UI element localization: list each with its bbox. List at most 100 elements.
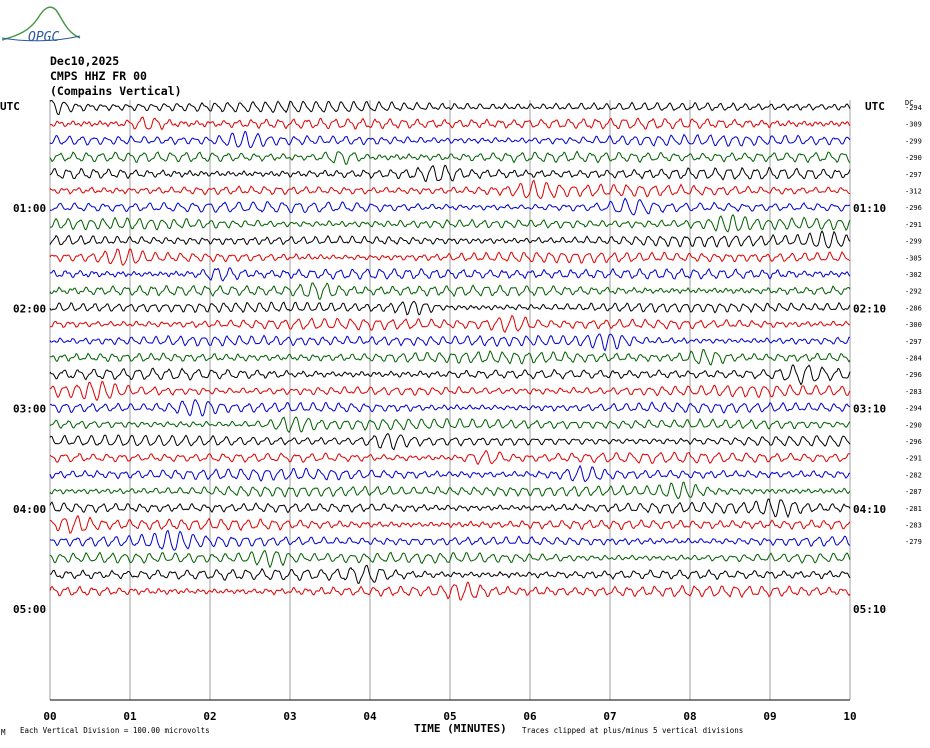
trace-row-28 [49,564,851,584]
x-tick-label: 08 [683,710,696,723]
x-tick-label: 05 [443,710,456,723]
trace-row-26 [49,529,851,551]
trace-row-13 [49,314,850,334]
right-hour-label: 05:10 [853,603,886,616]
dc-offset-label: -284 [905,355,922,363]
footer-clip-note: Traces clipped at plus/minus 5 vertical … [522,726,743,735]
right-axis-title: UTC [865,100,885,113]
trace-row-4 [49,164,851,183]
dc-offset-label: -283 [905,522,922,530]
dc-offset-label: -287 [905,488,922,496]
footer-small-mark: M [1,728,6,737]
dc-offset-label: -296 [905,371,922,379]
trace-row-12 [49,300,851,316]
trace-row-6 [49,197,851,216]
trace-row-7 [49,213,851,233]
trace-row-14 [49,333,851,352]
dc-offset-label: -279 [905,538,922,546]
grid-lines [49,100,851,701]
dc-offset-label: -296 [905,204,922,212]
header-description: (Compains Vertical) [50,84,182,98]
trace-row-11 [49,282,851,300]
dc-offset-label: -297 [905,171,922,179]
dc-offset-label: -286 [905,304,922,312]
trace-row-21 [49,449,851,466]
x-tick-label: 07 [603,710,616,723]
dc-offset-label: -290 [905,421,922,429]
left-axis-title: UTC [0,100,20,113]
right-hour-label: 03:10 [853,403,886,416]
dc-offset-label: -309 [905,121,922,129]
dc-offset-label: -281 [905,505,922,513]
trace-row-2 [49,130,851,149]
trace-row-1 [49,116,851,131]
x-tick-label: 02 [203,710,216,723]
trace-row-8 [49,230,851,249]
dc-offset-label: -312 [905,188,922,196]
trace-row-15 [49,349,851,366]
trace-row-3 [49,150,851,166]
dc-offset-label: -299 [905,238,922,246]
dc-offset-label: -292 [905,288,922,296]
left-hour-label: 03:00 [13,403,46,416]
trace-row-9 [49,248,851,267]
x-tick-labels: 00 01 02 03 04 05 06 07 08 09 10 [43,710,856,723]
right-hour-label: 01:10 [853,202,886,215]
x-tick-label: 03 [283,710,296,723]
trace-row-16 [49,364,851,386]
logo-text: OPGC [28,30,59,45]
logo-swoosh-icon [1,35,81,42]
dc-offset-labels: -294 -309 -299 -290 -297 -312 -296 -291 -299 -305… [905,104,922,546]
x-tick-label: 10 [843,710,856,723]
trace-row-27 [49,549,851,569]
header-station: CMPS HHZ FR 00 [50,69,147,83]
trace-row-23 [49,481,851,500]
dc-offset-label: -294 [905,104,922,112]
x-tick-label: 06 [523,710,537,723]
dc-offset-label: -299 [905,137,922,145]
x-tick-label: 00 [43,710,56,723]
trace-row-24 [49,498,851,519]
x-axis-title: TIME (MINUTES) [414,722,507,735]
x-tick-label: 01 [123,710,137,723]
right-hour-label: 04:10 [853,503,886,516]
left-hour-label: 05:00 [13,603,46,616]
dc-offset-label: -302 [905,271,922,279]
left-hour-label: 02:00 [13,302,46,315]
left-hour-label: 04:00 [13,503,46,516]
trace-row-10 [49,267,851,282]
opgc-logo: OPGC [1,6,81,45]
dc-offset-label: -294 [905,405,922,413]
trace-row-5 [49,179,851,199]
trace-row-25 [49,514,851,534]
logo-mountain-icon [1,6,81,41]
traces-group [49,99,851,601]
right-hour-labels: 01:10 02:10 03:10 04:10 05:10 [853,202,886,616]
x-tick-label: 04 [363,710,377,723]
dc-header: DC [905,99,913,107]
x-tick-label: 09 [763,710,776,723]
dc-offset-label: -300 [905,321,922,329]
header-date: Dec10,2025 [50,54,119,68]
dc-offset-label: -290 [905,154,922,162]
left-hour-label: 01:00 [13,202,46,215]
right-hour-label: 02:10 [853,302,886,315]
trace-row-18 [49,399,851,417]
footer-scale-note: Each Vertical Division = 100.00 microvol… [20,726,210,735]
dc-offset-label: -283 [905,388,922,396]
trace-row-19 [49,416,851,434]
dc-offset-label: -296 [905,438,922,446]
dc-offset-label: -282 [905,471,922,479]
dc-offset-label: -291 [905,455,922,463]
trace-row-0 [49,99,851,115]
trace-row-17 [49,380,851,402]
dc-offset-label: -291 [905,221,922,229]
left-hour-labels: 01:00 02:00 03:00 04:00 05:00 [13,202,46,616]
trace-row-22 [49,464,851,483]
dc-offset-label: -297 [905,338,922,346]
trace-row-29 [49,581,851,601]
trace-row-20 [49,432,851,451]
dc-offset-label: -305 [905,254,922,262]
